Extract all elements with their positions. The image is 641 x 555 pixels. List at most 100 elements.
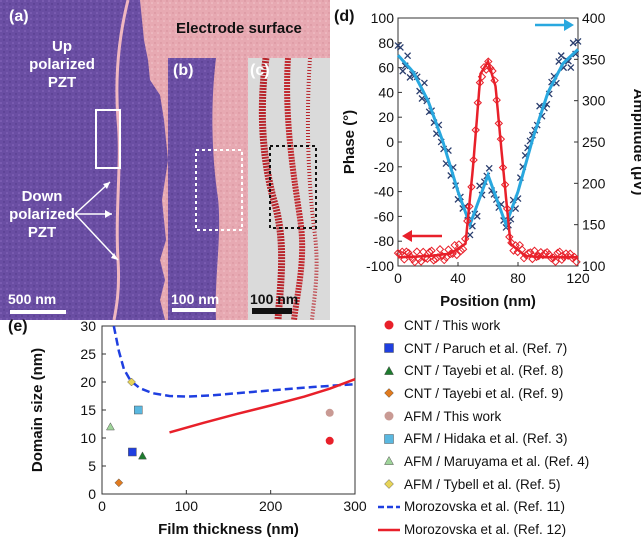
y-right-tick-label: 350 — [582, 51, 606, 67]
y-left-tick-label: 40 — [378, 84, 394, 100]
legend-marker — [384, 388, 394, 399]
legend-symbol — [384, 456, 394, 466]
phase-point — [435, 245, 445, 254]
panel-d-svg: 100806040200-20-40-60-80-100400350300250… — [341, 10, 641, 310]
amplitude-axis-arrowhead — [564, 19, 574, 31]
amplitude-point — [404, 52, 412, 60]
legend-label: CNT / Paruch et al. (Ref. 7) — [404, 340, 568, 356]
scale-bar-b-label: 100 nm — [171, 291, 220, 307]
data-point-8 — [127, 377, 136, 387]
panel-d-label: (d) — [334, 8, 355, 25]
legend-entry: Morozovska et al. (Ref. 11) — [378, 496, 640, 519]
legend-label: CNT / Tayebi et al. (Ref. 8) — [404, 363, 564, 379]
phase-point — [456, 246, 466, 256]
theory-curve-1 — [112, 325, 356, 398]
panel-e-chart: 30 25 20 15 10 5 0 0 100 200 300 Film thickness (nm… — [0, 318, 378, 550]
panel-b-label: (b) — [173, 62, 194, 79]
y-left-tick-label: 100 — [371, 10, 395, 26]
x-tick-label: 120 — [566, 270, 590, 286]
y-left-tick-label: 20 — [378, 109, 394, 125]
y-tick-label: 30 — [80, 318, 96, 334]
legend-marker — [384, 411, 394, 421]
panel-c-image — [248, 57, 330, 321]
scale-bar-a-label: 500 nm — [8, 291, 57, 307]
phase-point — [431, 254, 441, 264]
phase-point — [555, 247, 564, 256]
phase-point — [530, 246, 539, 255]
phase-point — [452, 250, 462, 260]
legend-symbol — [378, 505, 400, 509]
panel-a-label: (a) — [9, 8, 29, 25]
phase-point — [416, 257, 426, 266]
theory-curve-2 — [169, 378, 356, 434]
legend-symbol — [384, 343, 394, 353]
x-tick-label: 0 — [98, 498, 106, 514]
phase-fit-line — [398, 58, 578, 259]
x-tick-label: 80 — [510, 270, 526, 286]
y-left-tick-label: 60 — [378, 60, 394, 76]
x-tick-label: 100 — [175, 498, 199, 514]
y-right-tick-label: 150 — [582, 217, 606, 233]
panel-e-label: (e) — [8, 318, 28, 335]
x-axis-label: Film thickness (nm) — [158, 521, 299, 538]
legend-label: AFM / This work — [404, 408, 502, 424]
panel-e-svg: 30 25 20 15 10 5 00 100 200 300 Film thickness (nm… — [29, 318, 367, 538]
y-left-tick-label: -80 — [374, 233, 394, 249]
y-right-axis-label: Amplitude (μV) — [630, 89, 641, 196]
data-point-6 — [134, 405, 143, 415]
scale-bar-c-label: 100 nm — [250, 291, 299, 307]
y-left-tick-label: -40 — [374, 184, 394, 200]
up-polarized-label: Up polarized PZT — [29, 38, 95, 91]
down-polarized-label: Down polarized PZT — [9, 188, 75, 241]
phase-point — [450, 240, 459, 250]
y-left-tick-label: -60 — [374, 208, 394, 224]
y-tick-label: 15 — [80, 402, 96, 418]
y-tick-label: 10 — [80, 430, 96, 446]
x-tick-label: 200 — [259, 498, 283, 514]
phase-point — [412, 247, 422, 256]
legend-symbol — [384, 434, 394, 444]
y-right-tick-label: 200 — [582, 175, 606, 191]
amplitude-point — [569, 39, 577, 47]
y-left-tick-label: -20 — [374, 159, 394, 175]
electrode-surface-strip — [180, 0, 330, 58]
panel-d-chart: 100 80 60 40 20 0 -20 -40 -60 -80 -100 400 350 300 250… — [330, 0, 641, 318]
legend-label: Morozovska et al. (Ref. 11) — [404, 499, 566, 515]
legend-entry: CNT / Paruch et al. (Ref. 7) — [378, 337, 640, 360]
legend-marker — [384, 479, 394, 490]
data-point-5 — [325, 408, 334, 417]
amplitude-point — [567, 64, 575, 72]
legend-entry: AFM / This work — [378, 405, 640, 428]
legend-symbol — [384, 479, 394, 490]
legend-entry: CNT / This work — [378, 314, 640, 337]
phase-point — [423, 254, 432, 263]
legend-symbol — [384, 411, 394, 421]
panel-e-legend: CNT / This work CNT / Paruch et al. (Ref.… — [378, 314, 640, 541]
x-tick-label: 300 — [343, 498, 367, 514]
legend-marker — [384, 343, 394, 353]
amplitude-point — [466, 231, 474, 239]
legend-symbol — [384, 388, 394, 399]
legend-entry: CNT / Tayebi et al. (Ref. 8) — [378, 359, 640, 382]
phase-axis-arrowhead — [402, 230, 412, 242]
legend-entry: CNT / Tayebi et al. (Ref. 9) — [378, 382, 640, 405]
legend-label: AFM / Maruyama et al. (Ref. 4) — [404, 453, 590, 469]
legend-label: CNT / Tayebi et al. (Ref. 9) — [404, 385, 564, 401]
phase-point — [442, 253, 451, 262]
phase-point — [427, 246, 436, 255]
data-point-2 — [128, 447, 137, 457]
x-axis-label: Position (nm) — [440, 293, 536, 310]
phase-point — [551, 257, 560, 266]
phase-point — [572, 257, 581, 267]
amplitude-point — [420, 79, 428, 87]
y-axis-label: Domain size (nm) — [29, 348, 46, 472]
phase-point — [439, 255, 449, 265]
electrode-surface-label: Electrode surface — [176, 20, 302, 37]
legend-label: AFM / Hidaka et al. (Ref. 3) — [404, 431, 568, 447]
legend-label: CNT / This work — [404, 317, 501, 333]
x-tick-label: 40 — [450, 270, 466, 286]
x-tick-label: 0 — [394, 270, 402, 286]
legend-entry: AFM / Maruyama et al. (Ref. 4) — [378, 450, 640, 473]
legend-marker — [384, 365, 394, 375]
amplitude-point — [485, 164, 493, 172]
